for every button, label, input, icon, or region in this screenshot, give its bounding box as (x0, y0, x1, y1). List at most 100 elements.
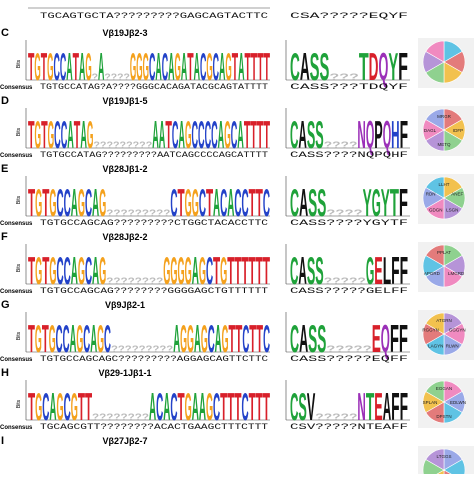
logo-gap: ? (142, 208, 149, 219)
logo-letter: G (49, 182, 56, 225)
logo-gap: ? (121, 412, 128, 423)
logo-letter: A (227, 182, 234, 225)
panel-letter: H (1, 367, 9, 379)
pie-label: GGGYN (449, 328, 466, 333)
logo-letter: G (34, 46, 40, 89)
logo-letter: C (56, 318, 63, 361)
sequence-logo: T G T G C C A G C A G????????? C T G G C T A C A C C T T C (28, 182, 270, 225)
logo-letter: C (242, 386, 249, 429)
logo-letter: A (383, 386, 391, 429)
logo-letter: N (357, 114, 365, 157)
logo-letter: A (149, 386, 156, 429)
logo-letter: C (205, 114, 212, 157)
logo-gap: ? (126, 140, 133, 151)
logo-letter: C (192, 114, 199, 157)
logo-letter: T (359, 46, 369, 89)
logo-letter: T (73, 46, 79, 89)
logo-letter: C (198, 114, 205, 157)
logo-letter: T (28, 46, 34, 89)
logo-gap: ? (99, 412, 106, 423)
logo-letter: C (242, 318, 249, 361)
logo-letter: T (366, 386, 374, 429)
logo-letter: C (63, 318, 70, 361)
logo-letter: A (218, 114, 225, 157)
logo-gap: ? (149, 276, 156, 287)
logo-gap: ? (106, 276, 113, 287)
logo-gap: ? (344, 344, 353, 355)
logo-gap: ? (335, 208, 344, 219)
panel-letter: E (1, 163, 8, 175)
logo-gap: ? (104, 72, 111, 83)
logo-letter: A (299, 318, 308, 361)
logo-gap: ? (120, 140, 127, 151)
logo-gap: ? (142, 276, 149, 287)
logo-letter: G (130, 46, 136, 89)
sequence-logo: C A S S????? G E L F F (290, 250, 408, 293)
consensus-sequence: TGTGCCAGCAGC?????????AGGAGCAGTTCTTC (40, 355, 268, 364)
logo-gap: ? (341, 276, 350, 287)
logo-gap: ? (329, 72, 339, 83)
logo-letter: C (104, 318, 111, 361)
logo-letter: C (61, 114, 68, 157)
logo-letter: A (192, 250, 199, 293)
logo-letter: C (290, 182, 299, 225)
logo-letter: V (307, 386, 316, 429)
logo-letter: C (64, 386, 71, 429)
logo-gap: ? (106, 140, 113, 151)
logo-letter: T (42, 182, 49, 225)
logo-gap: ? (118, 344, 125, 355)
logo-letter: C (64, 182, 71, 225)
logo-gap: ? (324, 412, 333, 423)
logo-letter: Q (383, 114, 391, 157)
logo-letter: A (300, 46, 310, 89)
axis-label: Bits (16, 195, 22, 204)
logo-letter: C (56, 182, 63, 225)
logo-letter: A (159, 114, 166, 157)
logo-letter: C (156, 386, 163, 429)
logo-letter: F (400, 386, 408, 429)
logo-letter: G (224, 114, 231, 157)
logo-gap: ? (354, 208, 363, 219)
logo-letter: S (317, 318, 326, 361)
panel-title: Vβ19Jβ1-5 (102, 96, 147, 106)
axis-label: Bits (16, 263, 22, 272)
logo-gap: ? (363, 344, 372, 355)
logo-gap: ? (349, 140, 358, 151)
logo-letter: C (56, 250, 63, 293)
logo-letter: G (35, 250, 42, 293)
logo-gap: ? (139, 140, 146, 151)
logo-letter: G (185, 386, 192, 429)
logo-letter: H (391, 114, 399, 157)
logo-letter: T (206, 182, 213, 225)
logo-letter: C (263, 318, 270, 361)
logo-gap: ? (349, 412, 358, 423)
logo-gap: ? (124, 72, 131, 83)
logo-letter: Q (381, 318, 390, 361)
logo-letter: S (298, 386, 306, 429)
consensus-label: Consensus (0, 289, 33, 295)
logo-letter: T (187, 46, 193, 89)
pie-slice (425, 176, 445, 199)
logo-letter: T (257, 46, 263, 89)
logo-letter: C (208, 318, 215, 361)
panel-letter: I (1, 435, 4, 447)
logo-letter: G (35, 386, 42, 429)
logo-gap: ? (349, 72, 359, 83)
logo-letter: C (149, 46, 155, 89)
consensus-sequence: TGTGCCAGCAG?????????CTGGCTACACCTTC (40, 219, 268, 228)
logo-letter: T (263, 114, 270, 157)
logo-letter: A (298, 250, 306, 293)
logo-letter: C (53, 46, 59, 89)
logo-letter: F (400, 114, 408, 157)
consensus-sequence: CASS?????GELFF (290, 287, 408, 296)
logo-gap: ? (349, 276, 358, 287)
logo-gap: ? (135, 412, 142, 423)
logo-letter: T (220, 386, 227, 429)
logo-letter: L (383, 250, 391, 293)
logo-letter: T (41, 46, 47, 89)
logo-gap: ? (315, 412, 324, 423)
logo-gap: ? (326, 344, 335, 355)
logo-letter: A (237, 114, 244, 157)
logo-letter: C (199, 182, 206, 225)
panel-letter: F (1, 231, 8, 243)
